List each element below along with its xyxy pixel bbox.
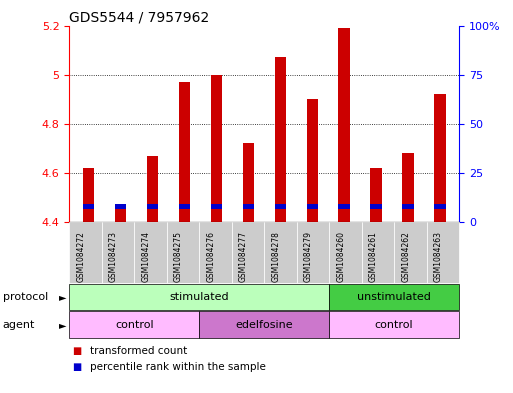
Text: protocol: protocol (3, 292, 48, 302)
Bar (307, 204, 318, 209)
Text: ■: ■ (72, 346, 81, 356)
Bar (370, 168, 382, 222)
Bar (147, 204, 158, 209)
Bar (83, 204, 94, 209)
Text: GSM1084275: GSM1084275 (174, 231, 183, 282)
Bar (274, 204, 286, 209)
Text: GSM1084261: GSM1084261 (369, 231, 378, 282)
Text: transformed count: transformed count (90, 346, 187, 356)
Text: GSM1084274: GSM1084274 (142, 231, 150, 282)
Text: GSM1084277: GSM1084277 (239, 231, 248, 282)
Bar (402, 204, 413, 209)
Bar (147, 156, 158, 222)
Text: control: control (115, 320, 153, 330)
Text: GSM1084263: GSM1084263 (434, 231, 443, 282)
Bar (115, 205, 126, 222)
Bar (402, 153, 413, 222)
Bar (274, 57, 286, 222)
Text: GSM1084278: GSM1084278 (271, 231, 281, 282)
Bar (179, 204, 190, 209)
Text: control: control (375, 320, 413, 330)
Bar (307, 99, 318, 222)
Text: ►: ► (59, 292, 67, 302)
Text: stimulated: stimulated (169, 292, 229, 302)
Text: percentile rank within the sample: percentile rank within the sample (90, 362, 266, 373)
Text: GSM1084273: GSM1084273 (109, 231, 118, 282)
Bar (115, 204, 126, 209)
Text: edelfosine: edelfosine (235, 320, 293, 330)
Bar (435, 94, 446, 222)
Text: GSM1084276: GSM1084276 (206, 231, 215, 282)
Text: ■: ■ (72, 362, 81, 373)
Bar (243, 143, 254, 222)
Text: GDS5544 / 7957962: GDS5544 / 7957962 (69, 10, 209, 24)
Text: GSM1084262: GSM1084262 (401, 231, 410, 282)
Bar (339, 28, 350, 222)
Text: ►: ► (59, 320, 67, 330)
Bar (370, 204, 382, 209)
Text: GSM1084279: GSM1084279 (304, 231, 313, 282)
Bar (179, 82, 190, 222)
Bar (83, 168, 94, 222)
Bar (243, 204, 254, 209)
Text: agent: agent (3, 320, 35, 330)
Text: GSM1084272: GSM1084272 (76, 231, 86, 282)
Bar (435, 204, 446, 209)
Bar (211, 75, 222, 222)
Bar (211, 204, 222, 209)
Text: GSM1084260: GSM1084260 (337, 231, 345, 282)
Bar (339, 204, 350, 209)
Text: unstimulated: unstimulated (357, 292, 431, 302)
